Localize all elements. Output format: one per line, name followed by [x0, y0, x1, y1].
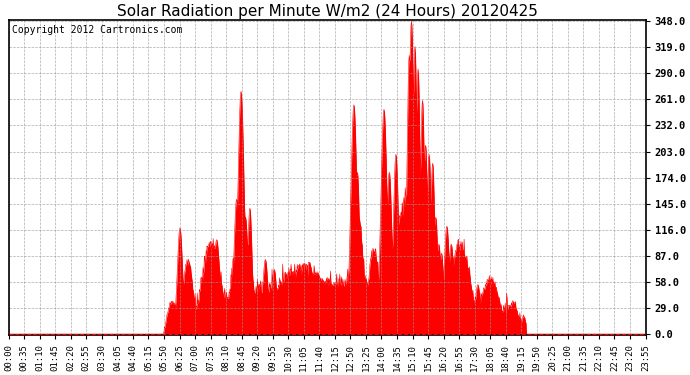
- Text: Copyright 2012 Cartronics.com: Copyright 2012 Cartronics.com: [12, 25, 182, 35]
- Title: Solar Radiation per Minute W/m2 (24 Hours) 20120425: Solar Radiation per Minute W/m2 (24 Hour…: [117, 4, 538, 19]
